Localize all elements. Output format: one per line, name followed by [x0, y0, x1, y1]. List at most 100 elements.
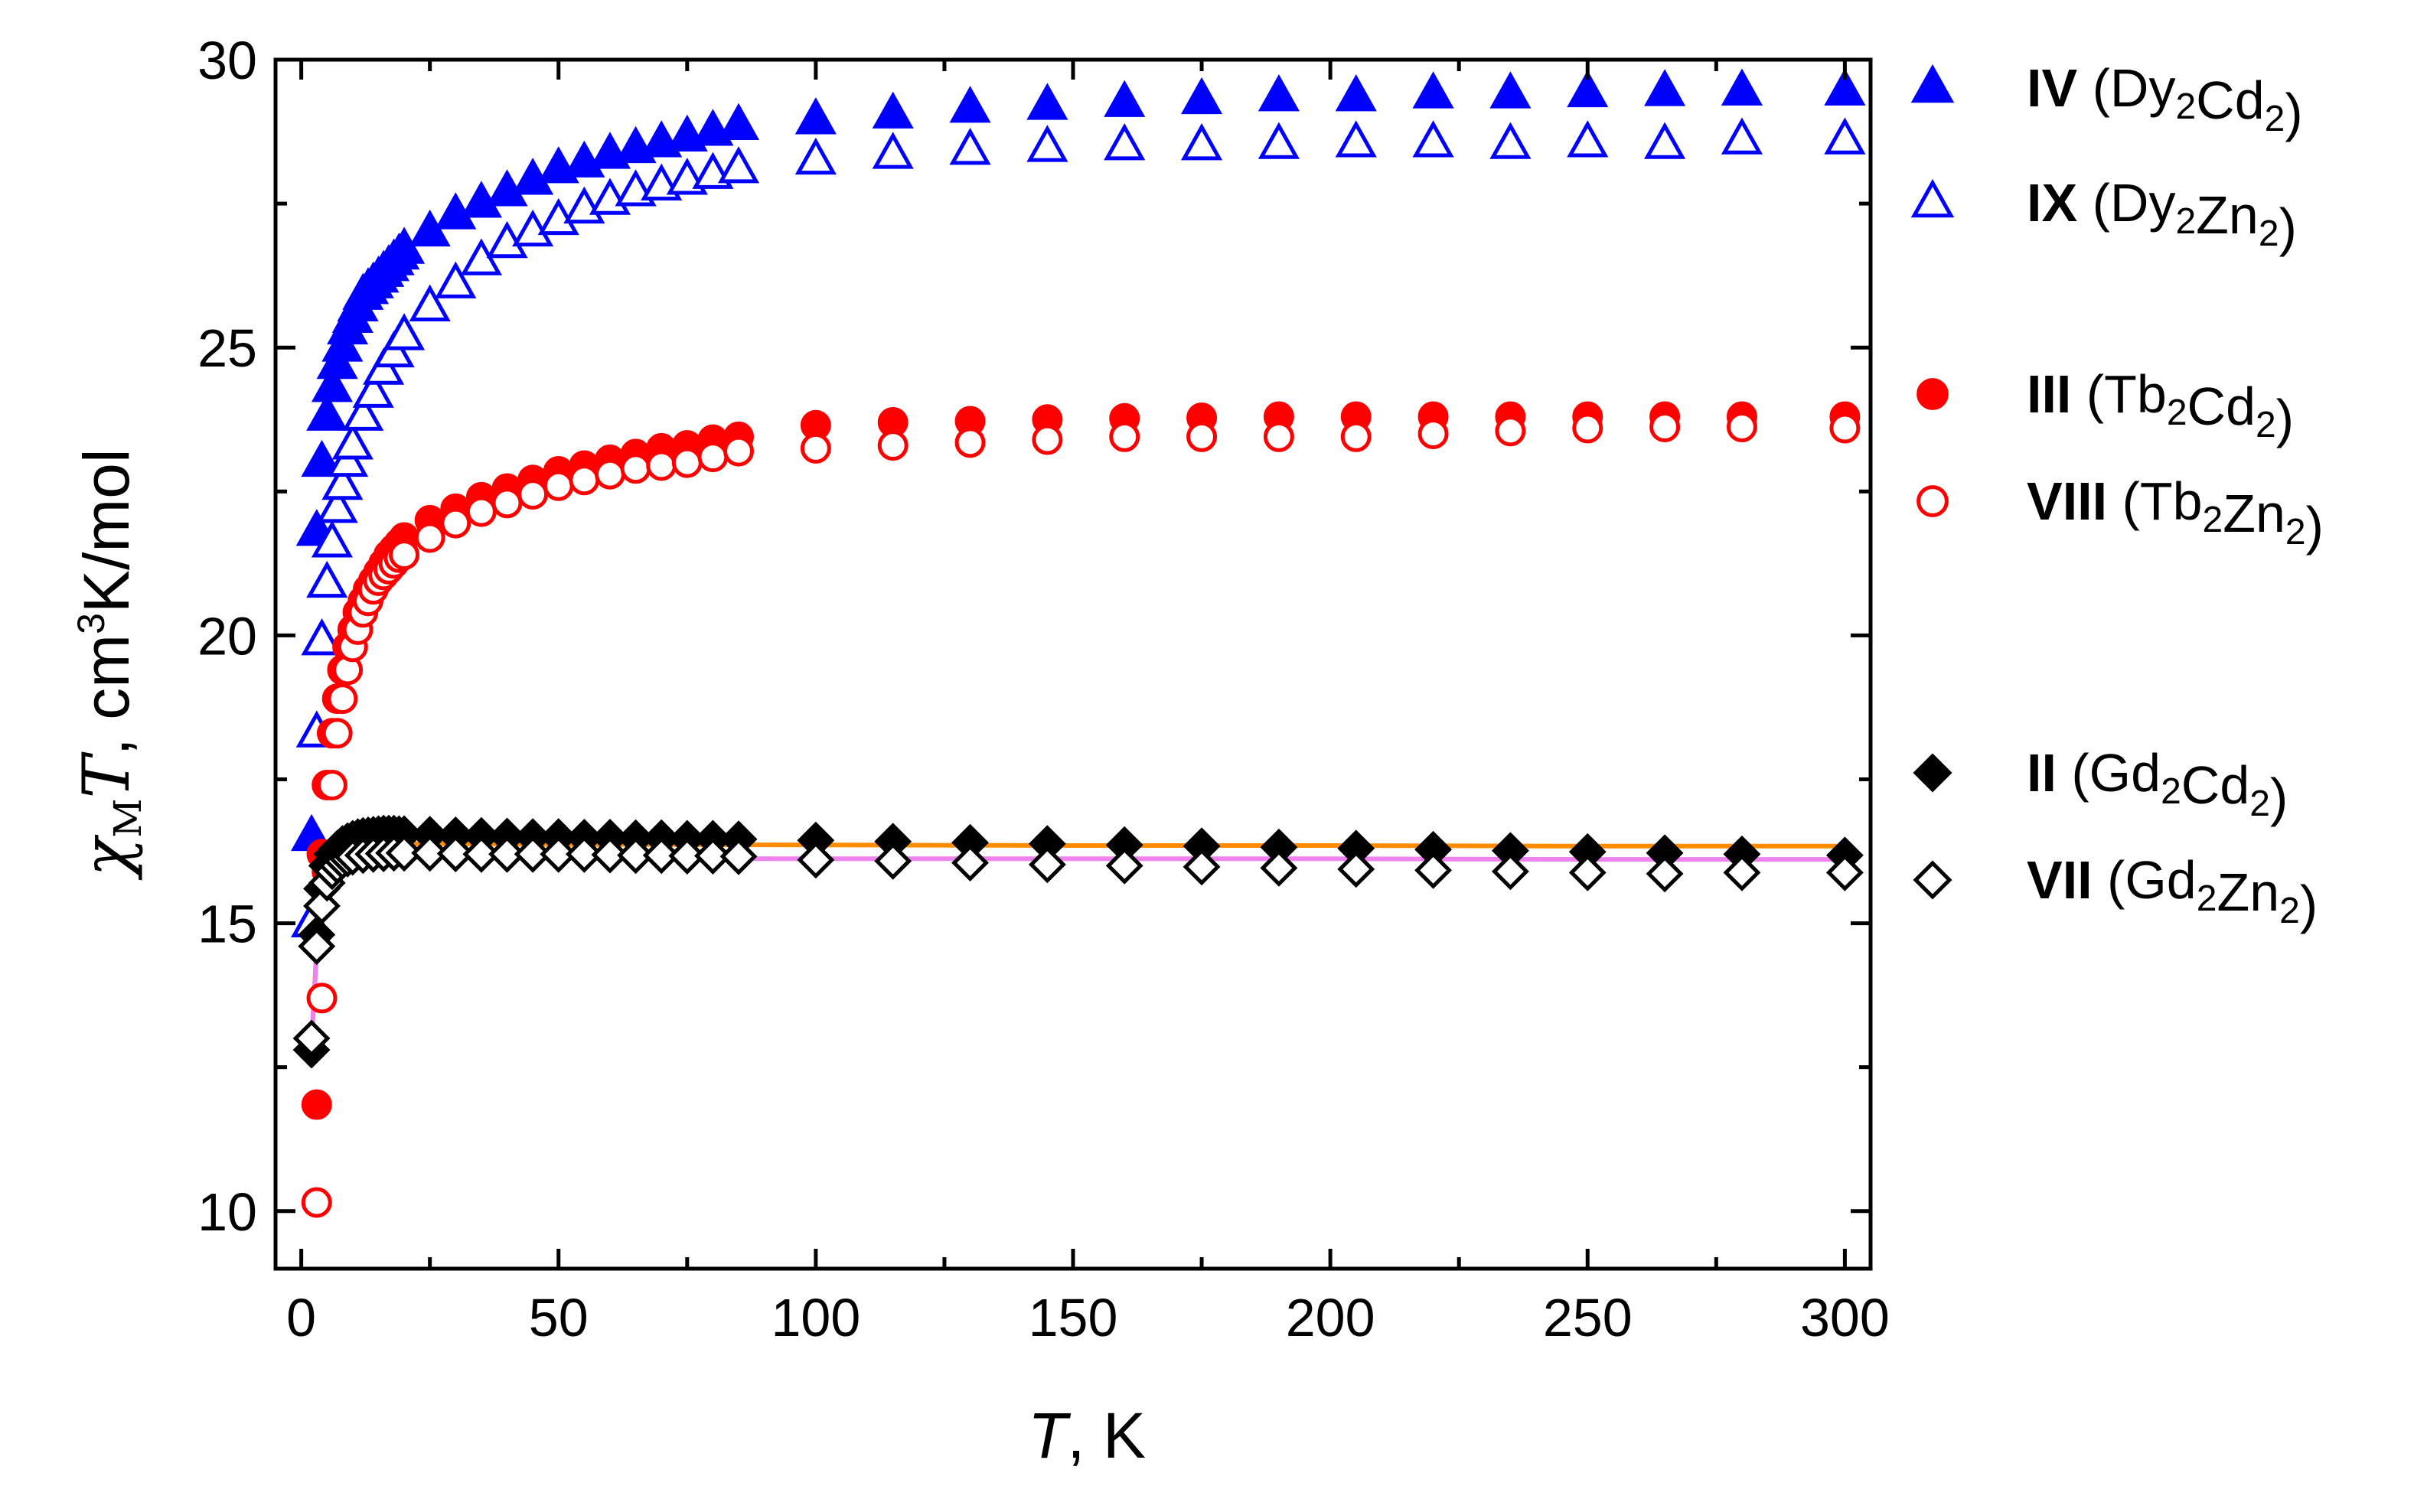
point-VII	[298, 927, 336, 966]
point-IX	[1180, 123, 1223, 161]
point-IX	[435, 261, 477, 298]
point-VIII	[697, 442, 729, 473]
series-VIII	[301, 412, 1861, 1218]
point-VIII	[321, 718, 353, 749]
point-IV	[794, 97, 837, 135]
point-IX	[321, 462, 364, 500]
point-IV	[1180, 77, 1223, 115]
legend-entry-VII: VII (Gd2Zn2)	[1913, 850, 2318, 934]
point-IX	[1026, 125, 1068, 162]
point-VII	[642, 836, 680, 875]
point-VIII	[954, 427, 986, 458]
y-tick-label: 25	[197, 318, 257, 378]
point-IX	[1412, 120, 1454, 158]
point-VII	[951, 844, 989, 882]
point-VIII	[517, 479, 549, 510]
point-IX	[342, 393, 384, 431]
point-VIII	[620, 453, 651, 484]
point-VIII	[1726, 412, 1757, 442]
point-VIII	[877, 430, 909, 461]
x-tick-label: 150	[1029, 1288, 1118, 1347]
legend-label-IX: IX (Dy2Zn2)	[2027, 173, 2297, 257]
point-VII	[1414, 851, 1453, 889]
legend-entry-IV: IV (Dy2Cd2)	[1910, 58, 2303, 142]
point-IX	[301, 618, 343, 656]
point-VIII	[569, 464, 600, 496]
point-IV	[1258, 74, 1300, 112]
point-VII	[719, 837, 758, 875]
point-VII	[565, 835, 603, 873]
legend-label-II: II (Gd2Cd2)	[2027, 743, 2288, 827]
point-VIII	[543, 470, 574, 501]
axis-ticks	[276, 57, 1871, 1269]
point-IV	[1721, 68, 1763, 106]
point-IX	[949, 128, 991, 165]
point-IX	[1258, 122, 1300, 159]
point-IV	[872, 91, 914, 129]
y-axis-title-chi: χ	[69, 834, 144, 881]
point-VII	[1028, 846, 1066, 884]
point-VIII	[316, 770, 347, 800]
point-VIII	[800, 432, 831, 464]
point-VII	[514, 835, 552, 873]
point-VIII	[414, 522, 445, 553]
point-VIII	[723, 435, 755, 467]
point-VIII	[1186, 421, 1218, 452]
legend-marker-VIII	[1917, 485, 1949, 517]
point-VII	[411, 834, 449, 872]
point-IV	[1644, 69, 1686, 106]
legend-marker-III	[1917, 378, 1949, 410]
point-VII	[1723, 853, 1761, 891]
point-VII	[668, 837, 706, 875]
y-axis-title-var: T	[69, 751, 144, 799]
point-VII	[1491, 852, 1529, 891]
x-tick-label: 200	[1286, 1288, 1375, 1347]
point-VIII	[327, 683, 358, 715]
legend-marker-II	[1913, 753, 1952, 793]
point-IV	[1567, 70, 1609, 108]
point-VIII	[465, 496, 497, 527]
y-axis-title: χMT, cm3K/mol	[69, 448, 150, 880]
point-IX	[1335, 120, 1377, 158]
point-IV	[1104, 80, 1146, 117]
y-tick-label: 10	[197, 1182, 257, 1242]
point-IV	[306, 393, 348, 431]
point-IX	[409, 284, 451, 321]
y-tick-label: 20	[197, 606, 257, 666]
point-VII	[1646, 855, 1684, 893]
x-axis-title: T, K	[1028, 1400, 1146, 1471]
point-IX	[1824, 117, 1866, 155]
legend-marker-IV	[1910, 64, 1955, 103]
point-VIII	[1032, 424, 1063, 455]
point-VII	[1337, 850, 1375, 888]
point-VIII	[389, 539, 420, 571]
x-axis-title-unit: , K	[1067, 1400, 1146, 1471]
point-VII	[1105, 846, 1143, 885]
legend-entry-VIII: VIII (Tb2Zn2)	[1917, 471, 2324, 556]
point-VIII	[301, 1187, 332, 1218]
point-IX	[331, 422, 374, 460]
point-VIII	[306, 982, 338, 1014]
point-VII	[1568, 853, 1607, 891]
point-VIII	[1417, 419, 1449, 450]
point-VII	[874, 842, 912, 880]
y-tick-label: 15	[197, 894, 257, 954]
point-IX	[1489, 122, 1532, 159]
point-IX	[872, 132, 914, 169]
point-III	[301, 1089, 332, 1120]
point-VIII	[1495, 415, 1526, 447]
point-IX	[1644, 122, 1686, 159]
point-IX	[717, 146, 760, 184]
legend-marker-VII	[1913, 860, 1952, 900]
point-IV	[301, 439, 343, 477]
point-VIII	[1340, 421, 1372, 452]
point-VIII	[671, 447, 703, 478]
point-VIII	[491, 487, 523, 519]
point-IV	[717, 103, 760, 140]
point-IX	[316, 486, 358, 523]
point-IV	[1026, 83, 1068, 120]
point-VII	[617, 836, 655, 875]
point-VII	[462, 835, 501, 873]
series-IV	[290, 68, 1866, 852]
